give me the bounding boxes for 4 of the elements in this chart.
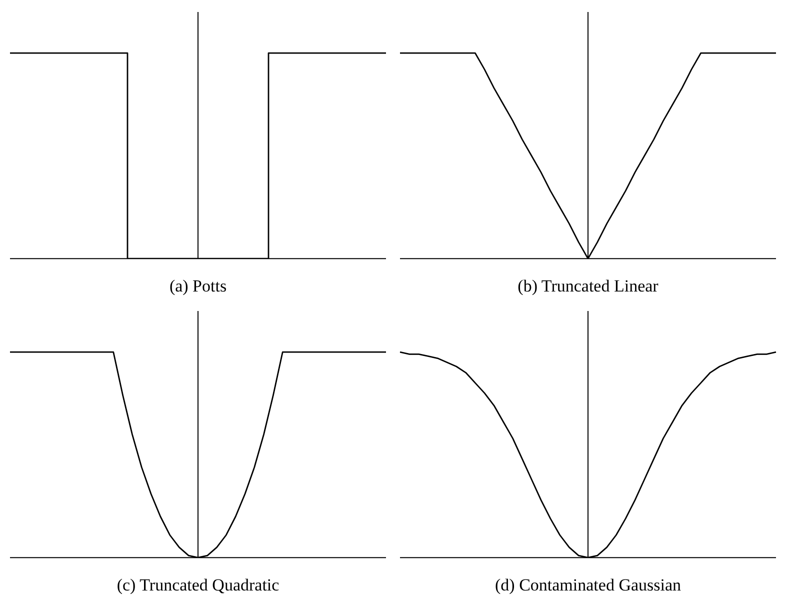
text: (b) Truncated Linear [518,276,659,296]
text: (a) Potts [169,276,227,296]
text: (d) Contaminated Gaussian [494,575,682,594]
text: (c) Truncated Quadratic [116,575,280,594]
